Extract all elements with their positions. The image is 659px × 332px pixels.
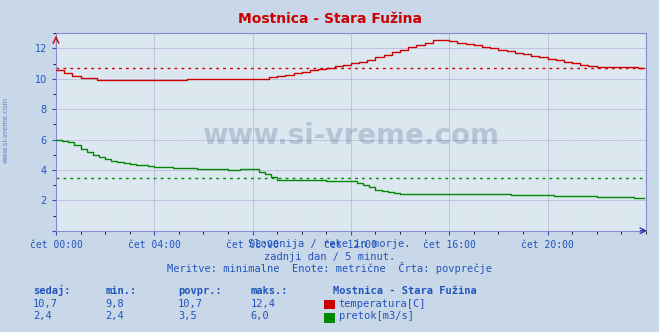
Text: 12,4: 12,4 xyxy=(250,299,275,309)
Text: Mostnica - Stara Fužina: Mostnica - Stara Fužina xyxy=(237,12,422,26)
Text: Mostnica - Stara Fužina: Mostnica - Stara Fužina xyxy=(333,286,476,296)
Text: www.si-vreme.com: www.si-vreme.com xyxy=(2,96,9,163)
Text: 10,7: 10,7 xyxy=(33,299,58,309)
Text: min.:: min.: xyxy=(105,286,136,296)
Text: 2,4: 2,4 xyxy=(33,311,51,321)
Text: 9,8: 9,8 xyxy=(105,299,124,309)
Text: pretok[m3/s]: pretok[m3/s] xyxy=(339,311,414,321)
Text: Slovenija / reke in morje.: Slovenija / reke in morje. xyxy=(248,239,411,249)
Text: Meritve: minimalne  Enote: metrične  Črta: povprečje: Meritve: minimalne Enote: metrične Črta:… xyxy=(167,262,492,274)
Text: 2,4: 2,4 xyxy=(105,311,124,321)
Text: 3,5: 3,5 xyxy=(178,311,196,321)
Text: 10,7: 10,7 xyxy=(178,299,203,309)
Text: povpr.:: povpr.: xyxy=(178,286,221,296)
Text: www.si-vreme.com: www.si-vreme.com xyxy=(202,122,500,150)
Text: temperatura[C]: temperatura[C] xyxy=(339,299,426,309)
Text: maks.:: maks.: xyxy=(250,286,288,296)
Text: zadnji dan / 5 minut.: zadnji dan / 5 minut. xyxy=(264,252,395,262)
Text: 6,0: 6,0 xyxy=(250,311,269,321)
Text: sedaj:: sedaj: xyxy=(33,285,71,296)
